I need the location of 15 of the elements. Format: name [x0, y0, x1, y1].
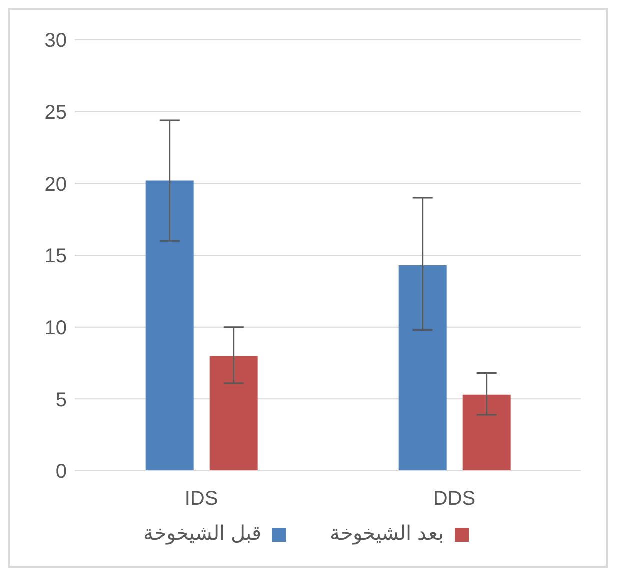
x-tick-label: DDS — [433, 488, 476, 510]
y-tick-label: 0 — [56, 461, 67, 484]
y-tick-label: 15 — [44, 246, 67, 268]
x-tick-label: IDS — [184, 488, 218, 510]
bar — [210, 356, 258, 471]
bar — [462, 394, 511, 471]
y-tick-label: 20 — [44, 174, 67, 196]
y-tick-label: 10 — [44, 317, 67, 340]
legend-label: قبل الشيخوخة — [143, 523, 262, 545]
y-tick-label: 25 — [44, 102, 67, 124]
bar — [146, 180, 194, 471]
legend-label: بعد الشيخوخة — [330, 523, 445, 545]
y-tick-label: 5 — [56, 389, 67, 412]
y-tick-label: 30 — [44, 30, 67, 52]
bar — [398, 266, 447, 471]
